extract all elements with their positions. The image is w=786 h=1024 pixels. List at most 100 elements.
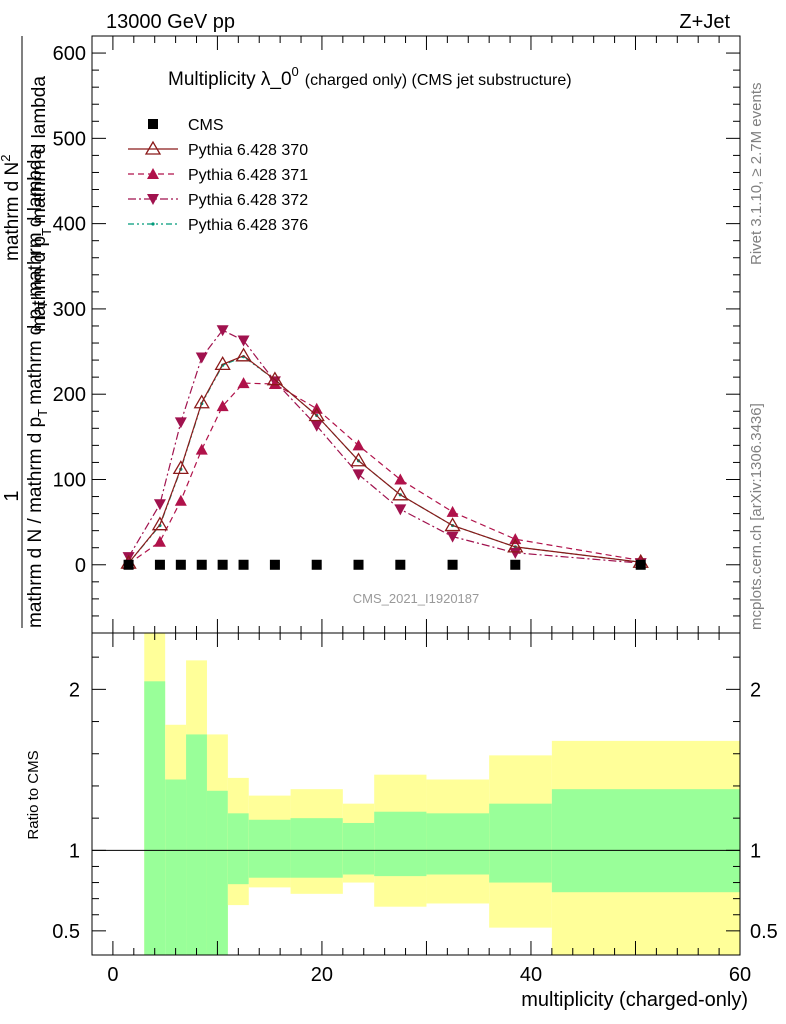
legend-label: CMS [188, 117, 224, 134]
data-point [122, 552, 135, 564]
x-axis-label: multiplicity (charged-only) [521, 989, 748, 1011]
title-sup: 0 [292, 64, 299, 79]
ratio-y-tick-label: 2 [69, 679, 80, 701]
data-point [311, 559, 322, 570]
data-point [175, 559, 186, 570]
data-point [353, 559, 364, 570]
data-point [216, 325, 229, 337]
data-point [235, 347, 252, 362]
ratio-y-label: Ratio to CMS [25, 750, 42, 839]
data-point [394, 473, 407, 485]
legend-marker [147, 194, 159, 205]
watermark: CMS_2021_I1920187 [353, 591, 480, 606]
y-tick-label: 0 [75, 555, 86, 577]
data-point [308, 407, 325, 422]
legend-marker [144, 140, 162, 155]
y-tick-label: 600 [53, 43, 86, 65]
ratio-y-tick-label-right: 1 [750, 840, 761, 862]
legend-marker [147, 168, 159, 179]
series-2 [122, 377, 647, 569]
main-panel: 0 100 200 300 400 500 600 CMS_2021_I1920187 Mu… [0, 35, 741, 634]
main-y-label: 1 mathrm d N / mathrm d pTmathrm d pTmat… [0, 36, 54, 628]
series-line [128, 355, 641, 564]
x-tick-label: 60 [729, 964, 751, 986]
ratio-band-inner [227, 813, 249, 885]
data-point [635, 559, 646, 570]
x-tick-label: 0 [107, 964, 118, 986]
ylabel-numerator: 1 [1, 490, 23, 501]
rivet-label: Rivet 3.1.10, ≥ 2.7M events [748, 83, 765, 266]
data-point [196, 559, 207, 570]
ratio-panel: 0.5 0.5 1 1 2 2 0 20 40 60 Ratio to CMS multipli… [25, 632, 778, 1011]
x-tick-label: 20 [311, 964, 333, 986]
data-point [395, 559, 406, 570]
y-tick-label: 100 [53, 469, 86, 491]
ratio-band-inner [489, 803, 552, 883]
ratio-band-inner [144, 681, 166, 955]
legend-marker [151, 222, 155, 226]
series-line [128, 356, 641, 564]
title-main: Multiplicity λ_0 [168, 69, 292, 90]
series-4 [126, 355, 643, 565]
data-point [123, 559, 134, 570]
data-point [446, 531, 459, 543]
data-point [510, 559, 521, 570]
ratio-band-inner [206, 790, 228, 955]
data-point [237, 335, 250, 347]
ratio-band-inner [290, 818, 343, 878]
ylabel-top: mathrm d N2 [0, 155, 23, 261]
mcplots-label: mcplots.cern.ch [arXiv:1306.3436] [748, 403, 765, 630]
ylabel-top-rest: mathrm d pTmathrm d lambda [29, 76, 54, 332]
ratio-band-inner [374, 811, 427, 877]
legend: CMS Pythia 6.428 370 Pythia 6.428 371 Pythi… [128, 117, 308, 234]
ratio-band-inner [342, 822, 375, 875]
data-point [195, 443, 208, 455]
ratio-x-ticks: 0 20 40 60 [107, 633, 751, 986]
ratio-band-inner [426, 813, 490, 875]
ratio-frame [91, 632, 741, 956]
series-1 [120, 347, 649, 569]
data-point [154, 559, 165, 570]
data-point [444, 517, 461, 532]
ratio-band-inner [551, 789, 740, 893]
data-point [266, 371, 284, 386]
ratio-y-tick-label-right: 2 [750, 679, 761, 701]
ylabel-denominator: mathrm d N / mathrm d pTmathrm d pTmathr… [25, 149, 50, 628]
legend-marker [148, 119, 158, 129]
data-point [153, 499, 166, 511]
data-point [174, 494, 187, 506]
ratio-y-ticks: 0.5 0.5 1 1 2 2 [52, 656, 778, 943]
data-point [214, 356, 231, 371]
data-point [193, 394, 210, 409]
data-point [392, 486, 409, 501]
data-point [238, 559, 249, 570]
data-point [172, 460, 189, 475]
legend-label: Pythia 6.428 371 [188, 167, 308, 184]
data-point [195, 352, 208, 364]
legend-label: Pythia 6.428 376 [188, 217, 308, 234]
series-0 [123, 559, 646, 570]
y-tick-label: 300 [53, 299, 86, 321]
header-left: 13000 GeV pp [106, 11, 235, 33]
data-point [394, 504, 407, 516]
data-point [237, 377, 250, 389]
ratio-bands [144, 633, 740, 955]
data-point [507, 538, 524, 553]
data-point [216, 400, 229, 412]
data-point [174, 417, 187, 429]
legend-label: Pythia 6.428 372 [188, 192, 308, 209]
ratio-band-inner [248, 819, 291, 878]
data-point [350, 452, 367, 467]
ratio-y-tick-label: 1 [69, 840, 80, 862]
x-tick-label: 40 [520, 964, 542, 986]
data-point [217, 559, 228, 570]
ratio-y-tick-label: 0.5 [52, 921, 80, 943]
series-line [128, 329, 641, 564]
y-tick-label: 500 [53, 128, 86, 150]
legend-label: Pythia 6.428 370 [188, 142, 308, 159]
y-tick-label: 400 [53, 214, 86, 236]
data-point [352, 469, 365, 481]
ratio-y-tick-label-right: 0.5 [750, 921, 778, 943]
data-point [151, 516, 169, 531]
